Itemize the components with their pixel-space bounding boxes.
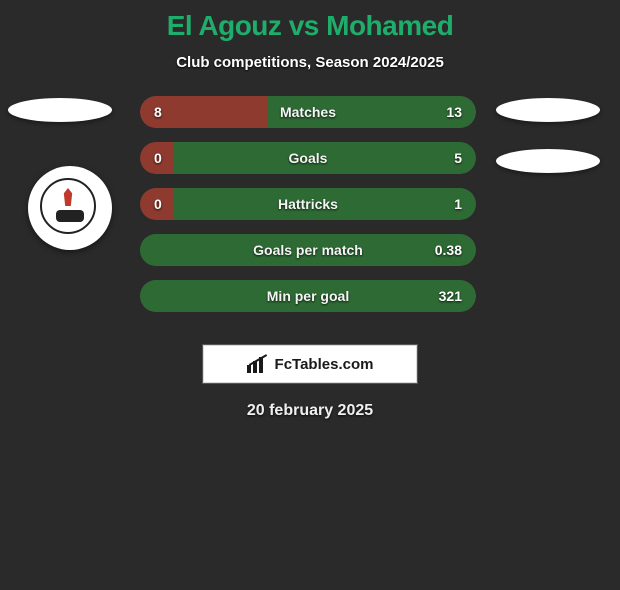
- chart-icon: [247, 355, 269, 373]
- right-slot-ellipse-1: [496, 98, 600, 122]
- right-slot-ellipse-2: [496, 149, 600, 173]
- date-label: 20 february 2025: [0, 402, 620, 420]
- subtitle: Club competitions, Season 2024/2025: [0, 54, 620, 71]
- stat-label: Hattricks: [140, 188, 476, 220]
- comparison-area: 813Matches 05Goals 01Hattricks 0.38Goals pe…: [0, 96, 620, 326]
- brand-text: FcTables.com: [275, 356, 374, 373]
- stat-label: Goals: [140, 142, 476, 174]
- stat-label: Matches: [140, 96, 476, 128]
- stat-label: Goals per match: [140, 234, 476, 266]
- stat-row: 01Hattricks: [140, 188, 476, 220]
- stat-bars: 813Matches 05Goals 01Hattricks 0.38Goals pe…: [140, 96, 476, 326]
- stat-label: Min per goal: [140, 280, 476, 312]
- brand-box[interactable]: FcTables.com: [202, 344, 418, 384]
- stat-row: 321Min per goal: [140, 280, 476, 312]
- team-badge-left: [28, 166, 112, 250]
- page-title: El Agouz vs Mohamed: [0, 10, 620, 42]
- team-badge-inner: [40, 178, 100, 238]
- stat-row: 0.38Goals per match: [140, 234, 476, 266]
- stat-row: 05Goals: [140, 142, 476, 174]
- shield-icon: [40, 178, 96, 234]
- stat-row: 813Matches: [140, 96, 476, 128]
- left-slot-ellipse: [8, 98, 112, 122]
